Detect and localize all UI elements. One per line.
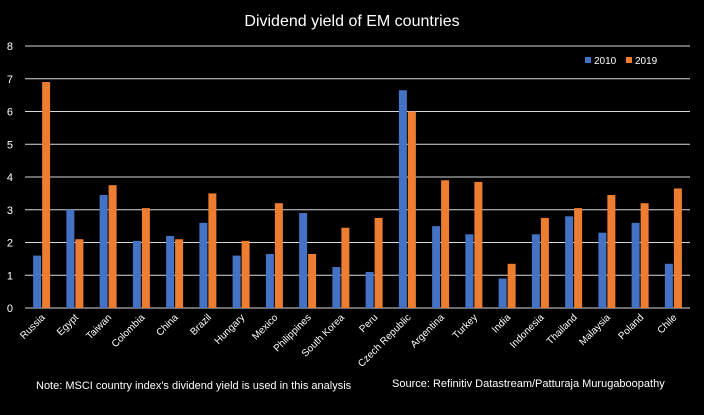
x-tick-label: Poland bbox=[616, 312, 646, 342]
bar-2019-hungary bbox=[241, 240, 250, 308]
bar-2010-philippines bbox=[299, 213, 308, 308]
bar-2010-peru bbox=[365, 271, 374, 308]
x-tick-label: Brazil bbox=[189, 312, 214, 337]
bar-2010-argentina bbox=[432, 226, 441, 308]
bar-2019-russia bbox=[42, 82, 51, 309]
bar-2019-egypt bbox=[75, 239, 84, 308]
x-tick-label: Peru bbox=[358, 312, 381, 335]
x-tick-label: Thailand bbox=[545, 312, 580, 347]
bar-2010-turkey bbox=[465, 234, 474, 308]
bar-2019-south-korea bbox=[341, 227, 350, 308]
bar-2010-malaysia bbox=[598, 232, 607, 308]
bar-2010-czech-republic bbox=[398, 90, 407, 309]
bar-2019-indonesia bbox=[540, 217, 549, 308]
footer-source: Source: Refinitiv Datastream/Patturaja M… bbox=[392, 378, 665, 390]
bars bbox=[33, 82, 682, 309]
y-tick-label: 6 bbox=[7, 107, 13, 119]
bar-2019-chile bbox=[673, 188, 682, 308]
legend-label-2019: 2019 bbox=[635, 56, 658, 67]
legend-label-2010: 2010 bbox=[594, 56, 617, 67]
bar-2010-china bbox=[166, 235, 175, 308]
y-tick-label: 2 bbox=[7, 238, 13, 250]
bar-2019-brazil bbox=[208, 193, 217, 308]
bar-2010-chile bbox=[664, 263, 673, 308]
y-tick-label: 0 bbox=[7, 303, 13, 315]
bar-2019-peru bbox=[374, 217, 383, 308]
x-tick-label: Russia bbox=[18, 312, 48, 342]
y-tick-label: 7 bbox=[7, 74, 13, 86]
x-tick-label: Colombia bbox=[110, 312, 148, 350]
x-tick-label: Taiwan bbox=[84, 312, 114, 342]
gridlines bbox=[25, 45, 690, 309]
y-tick-label: 8 bbox=[7, 41, 13, 53]
bar-2019-poland bbox=[640, 203, 649, 308]
chart-title: Dividend yield of EM countries bbox=[244, 13, 459, 30]
x-tick-label: India bbox=[490, 312, 513, 335]
x-tick-label: Turkey bbox=[451, 312, 480, 341]
x-tick-label: Hungary bbox=[213, 312, 248, 347]
bar-2019-mexico bbox=[274, 203, 283, 308]
x-tick-label: Malaysia bbox=[577, 312, 613, 348]
bar-2010-south-korea bbox=[332, 267, 341, 308]
bar-2010-russia bbox=[33, 255, 42, 308]
bar-2019-thailand bbox=[574, 208, 583, 308]
bar-2010-egypt bbox=[66, 209, 75, 308]
bar-2010-thailand bbox=[565, 216, 574, 308]
x-tick-label: China bbox=[154, 312, 181, 339]
x-tick-label: Argentina bbox=[409, 312, 447, 350]
y-tick-label: 1 bbox=[7, 270, 13, 282]
bar-2019-india bbox=[507, 263, 516, 308]
x-tick-label: Mexico bbox=[250, 312, 280, 342]
bar-2010-hungary bbox=[232, 255, 241, 308]
bar-2010-brazil bbox=[199, 222, 208, 308]
bar-2019-colombia bbox=[141, 208, 150, 308]
bar-2019-turkey bbox=[474, 181, 483, 308]
footer-note: Note: MSCI country index's dividend yiel… bbox=[36, 380, 352, 392]
bar-2019-czech-republic bbox=[407, 111, 416, 308]
bar-2010-poland bbox=[631, 222, 640, 308]
bar-2010-mexico bbox=[265, 253, 274, 308]
bar-2019-philippines bbox=[308, 253, 317, 308]
x-tick-label: Indonesia bbox=[508, 312, 547, 351]
x-tick-label: Egypt bbox=[55, 312, 81, 338]
legend-swatch-2010 bbox=[585, 57, 591, 63]
bar-2010-taiwan bbox=[99, 195, 108, 308]
bar-2019-malaysia bbox=[607, 195, 616, 308]
y-tick-label: 3 bbox=[7, 205, 13, 217]
y-tick-label: 4 bbox=[7, 172, 13, 184]
legend-swatch-2019 bbox=[626, 57, 632, 63]
bar-2019-taiwan bbox=[108, 185, 117, 308]
bar-2010-indonesia bbox=[531, 234, 540, 308]
bar-2019-china bbox=[175, 239, 184, 308]
x-tick-label: Chile bbox=[656, 312, 680, 336]
bar-2019-argentina bbox=[441, 180, 450, 308]
y-tick-label: 5 bbox=[7, 139, 13, 151]
bar-2010-colombia bbox=[132, 240, 141, 308]
bar-2010-india bbox=[498, 278, 507, 308]
legend: 2010 2019 bbox=[585, 56, 658, 67]
y-axis: 0 1 2 3 4 5 6 7 8 bbox=[7, 41, 13, 315]
